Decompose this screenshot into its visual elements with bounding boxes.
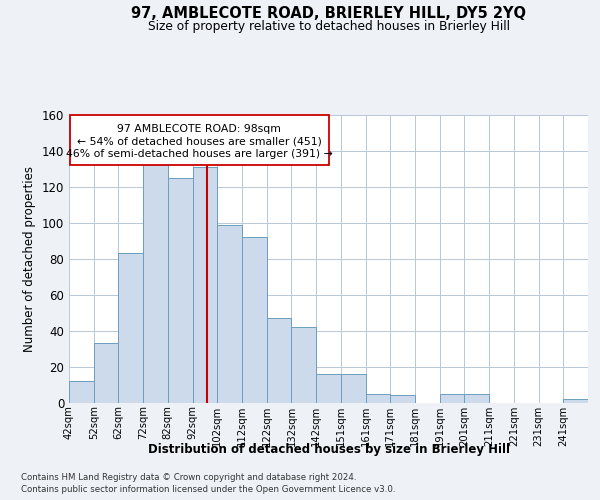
Bar	[143, 164, 168, 402]
Bar	[341, 374, 365, 402]
Bar	[69, 381, 94, 402]
Bar	[118, 254, 143, 402]
FancyBboxPatch shape	[70, 115, 329, 166]
Bar	[365, 394, 390, 402]
Bar	[267, 318, 292, 402]
Text: Contains HM Land Registry data © Crown copyright and database right 2024.: Contains HM Land Registry data © Crown c…	[21, 472, 356, 482]
Text: 46% of semi-detached houses are larger (391) →: 46% of semi-detached houses are larger (…	[66, 149, 333, 159]
Bar	[217, 224, 242, 402]
Text: Distribution of detached houses by size in Brierley Hill: Distribution of detached houses by size …	[148, 442, 510, 456]
Bar	[316, 374, 341, 402]
Bar	[390, 396, 415, 402]
Text: Size of property relative to detached houses in Brierley Hill: Size of property relative to detached ho…	[148, 20, 510, 33]
Bar	[94, 343, 118, 402]
Text: 97 AMBLECOTE ROAD: 98sqm: 97 AMBLECOTE ROAD: 98sqm	[118, 124, 281, 134]
Text: Contains public sector information licensed under the Open Government Licence v3: Contains public sector information licen…	[21, 485, 395, 494]
Bar	[464, 394, 489, 402]
Text: 97, AMBLECOTE ROAD, BRIERLEY HILL, DY5 2YQ: 97, AMBLECOTE ROAD, BRIERLEY HILL, DY5 2…	[131, 6, 526, 21]
Text: ← 54% of detached houses are smaller (451): ← 54% of detached houses are smaller (45…	[77, 136, 322, 146]
Bar	[242, 237, 267, 402]
Bar	[440, 394, 464, 402]
Bar	[168, 178, 193, 402]
Bar	[292, 327, 316, 402]
Bar	[563, 399, 588, 402]
Y-axis label: Number of detached properties: Number of detached properties	[23, 166, 36, 352]
Bar	[193, 167, 217, 402]
